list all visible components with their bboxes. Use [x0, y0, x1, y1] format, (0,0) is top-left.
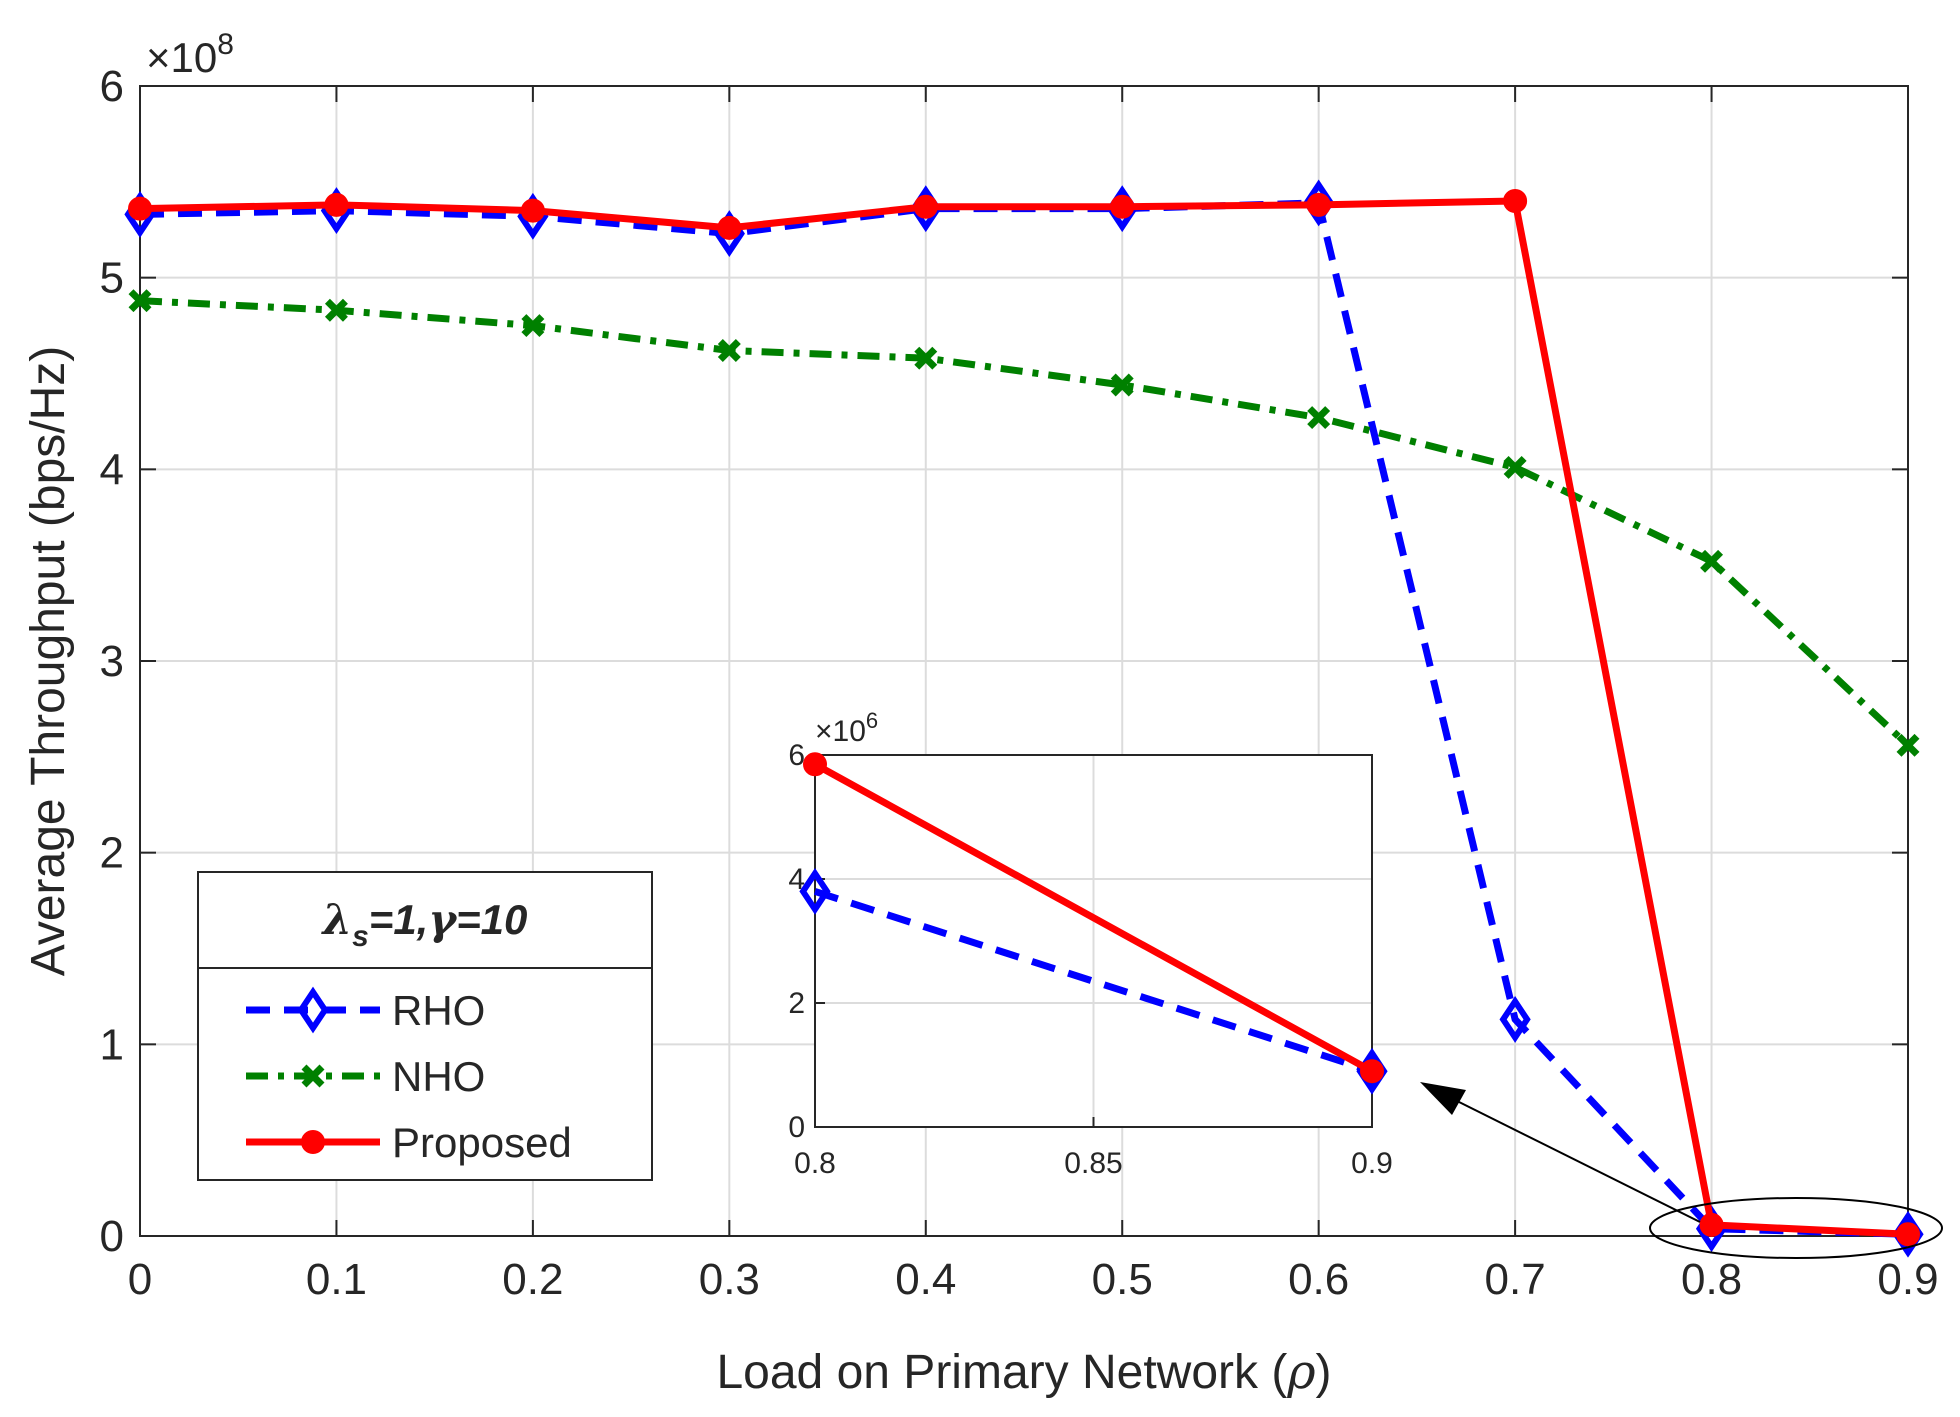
main-x-tick-label: 0.5: [1092, 1255, 1153, 1304]
inset-y-tick-label: 6: [788, 739, 805, 772]
series-point-nho-stroke-b: [914, 346, 938, 370]
legend-marker-nho-stroke-b: [301, 1064, 325, 1088]
main-y-tick-label: 3: [100, 637, 124, 686]
series-point-nho-stroke-b: [1896, 733, 1920, 757]
inset-series: [799, 752, 1388, 1095]
legend-label-nho: NHO: [392, 1053, 485, 1100]
series-point-proposed: [1110, 194, 1135, 219]
series-point-nho-stroke-b: [521, 314, 545, 338]
series-line-nho: [139, 297, 1911, 748]
main-x-tick-label: 0: [128, 1255, 152, 1304]
series-point-nho: [1700, 549, 1724, 573]
zoom-arrowhead: [1420, 1082, 1466, 1115]
legend-box: [197, 871, 653, 1181]
series-point-nho-stroke-b: [324, 298, 348, 322]
main-x-tick-label: 0.1: [306, 1255, 367, 1304]
series-point-proposed: [1896, 1222, 1920, 1247]
main-x-tick-label: 0.3: [699, 1255, 760, 1304]
main-series: [124, 179, 1924, 1258]
series-point-proposed: [324, 192, 349, 217]
main-x-tick-label: 0.8: [1681, 1255, 1742, 1304]
series-point-nho: [914, 346, 938, 370]
main-x-tick-label: 0.9: [1877, 1255, 1938, 1304]
series-point-proposed: [128, 196, 152, 221]
main-y-exponent: ×108: [146, 28, 234, 81]
series-point-nho-stroke-b: [1110, 373, 1134, 397]
main-x-tick-label: 0.6: [1288, 1255, 1349, 1304]
main-y-tick-label: 6: [100, 62, 124, 111]
series-point-proposed: [1699, 1212, 1724, 1237]
main-y-axis-ticks: 0 1 2 3 4 5 6: [100, 62, 1908, 1261]
inset-y-tick-label: 4: [788, 863, 805, 896]
series-point-nho-stroke-b: [717, 339, 741, 362]
inset-y-tick-label: 2: [788, 987, 805, 1020]
series-point-nho: [128, 289, 152, 313]
inset-point-proposed: [803, 752, 827, 777]
inset-line-rho: [813, 888, 1374, 1075]
main-y-tick-label: 2: [100, 829, 124, 878]
series-point-proposed: [913, 194, 938, 219]
series-point-nho: [1110, 373, 1134, 397]
series-point-rho: [1499, 996, 1531, 1043]
y-axis-label: Average Throughput (bps/Hz): [22, 346, 75, 977]
main-x-tick-label: 0.2: [502, 1255, 563, 1304]
inset-line-proposed: [813, 761, 1374, 1075]
inset-y-tick-label: 0: [788, 1111, 805, 1144]
zoom-region-ellipse: [1649, 1197, 1943, 1259]
legend: λs=1,γ=10 RHO NHO Proposed: [197, 871, 653, 1181]
legend-entries: RHO NHO Proposed: [246, 986, 572, 1166]
series-point-nho-stroke-b: [1307, 406, 1331, 430]
inset-y-axis-ticks: 0 2 4 6: [788, 739, 825, 1144]
inset-x-tick-label: 0.9: [1351, 1147, 1393, 1180]
series-line-proposed: [139, 197, 1909, 1238]
x-axis-label: Load on Primary Network (ρ): [716, 1344, 1331, 1400]
series-point-proposed: [717, 215, 742, 240]
series-point-proposed: [1306, 192, 1331, 217]
series-point-nho: [1307, 406, 1331, 430]
main-x-tick-label: 0.4: [895, 1255, 956, 1304]
main-y-tick-label: 1: [100, 1020, 124, 1069]
series-point-nho: [717, 339, 741, 362]
series-point-nho: [1503, 455, 1527, 479]
legend-marker-rho: [297, 986, 329, 1034]
main-x-axis-ticks: 0 0.1 0.2 0.3 0.4 0.5 0.6 0.7 0.8 0.9: [128, 86, 1939, 1304]
main-y-tick-label: 5: [100, 254, 124, 303]
legend-marker-proposed: [301, 1130, 325, 1154]
main-x-tick-label: 0.7: [1485, 1255, 1546, 1304]
inset-x-tick-label: 0.8: [794, 1147, 836, 1180]
legend-marker-nho: [301, 1064, 325, 1088]
series-point-nho: [324, 298, 348, 322]
series-point-proposed: [1503, 189, 1528, 213]
series-point-nho: [1896, 733, 1920, 757]
main-y-tick-label: 4: [100, 445, 124, 494]
zoom-arrow-line: [1434, 1089, 1701, 1223]
series-point-proposed: [520, 198, 545, 223]
main-y-tick-label: 0: [100, 1212, 124, 1261]
inset-point-rho: [799, 867, 831, 915]
series-point-nho: [521, 314, 545, 338]
series-point-nho-stroke-b: [1700, 549, 1724, 573]
legend-label-proposed: Proposed: [392, 1119, 572, 1166]
legend-label-rho: RHO: [392, 987, 485, 1034]
inset-point-proposed: [1360, 1059, 1384, 1084]
legend-title: λs=1,γ=10: [321, 895, 528, 953]
inset-x-tick-label: 0.85: [1064, 1147, 1122, 1180]
inset-x-axis-ticks: 0.8 0.85 0.9: [794, 1117, 1393, 1180]
series-point-nho-stroke-b: [1503, 455, 1527, 479]
inset-y-exponent: ×106: [815, 708, 878, 748]
series-point-nho-stroke-b: [128, 289, 152, 313]
